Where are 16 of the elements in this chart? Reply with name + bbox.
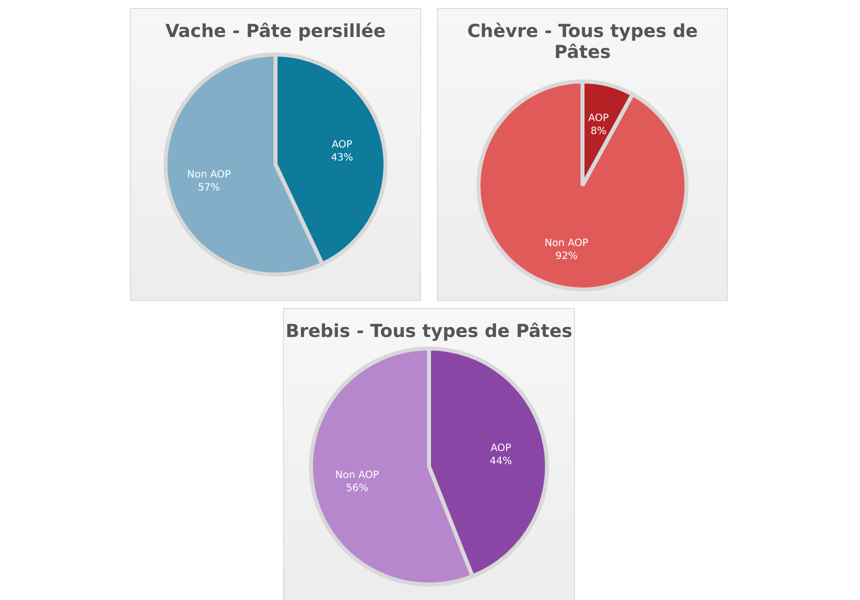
chart-title: Brebis - Tous types de Pâtes [284, 321, 574, 342]
data-label: 8% [590, 126, 606, 138]
chart-title: Vache - Pâte persillée [164, 21, 387, 42]
data-label: 56% [346, 483, 368, 494]
slice-label: Non AOP [544, 238, 588, 249]
data-label: 44% [490, 456, 512, 467]
data-label: 92% [555, 250, 578, 262]
slice-label: AOP [588, 113, 609, 124]
pie-slice [476, 80, 688, 292]
data-label: 57% [198, 182, 220, 194]
data-label: 43% [330, 152, 354, 164]
slice-label: AOP [490, 442, 512, 454]
slice-label: AOP [332, 140, 352, 151]
slice-label: Non AOP [335, 470, 379, 482]
slice-label: Non AOP [187, 169, 231, 180]
chart-title: Chèvre - Tous types de Pâtes [466, 21, 699, 63]
